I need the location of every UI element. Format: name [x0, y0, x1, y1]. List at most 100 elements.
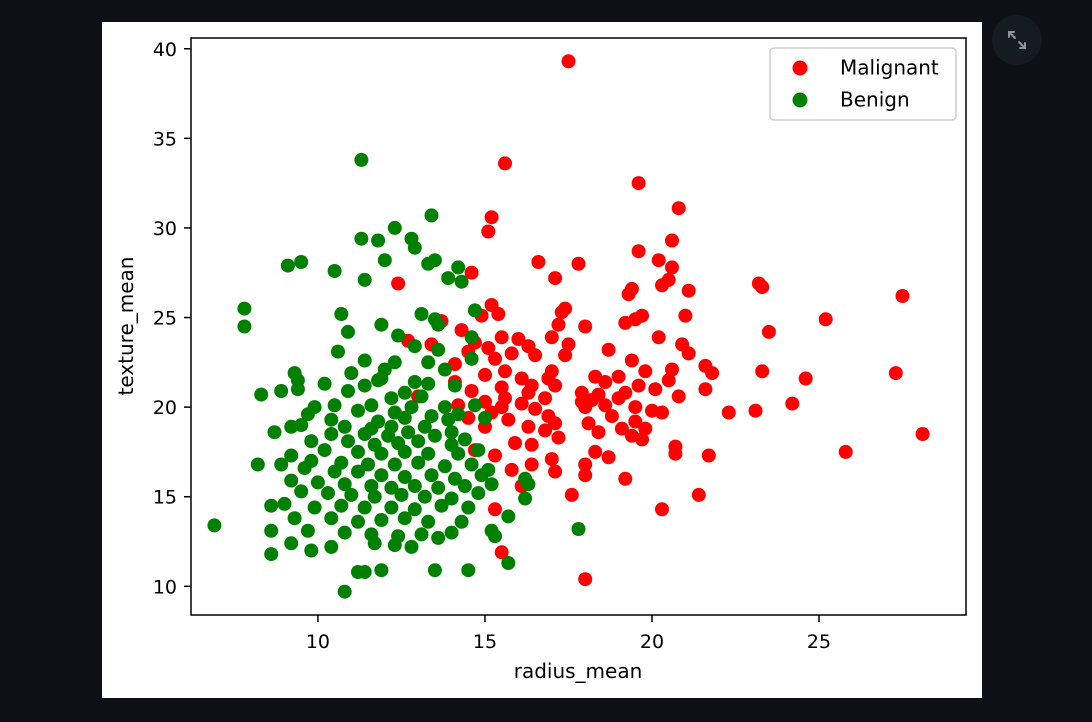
malignant-point-50: [601, 342, 616, 357]
benign-point-95: [397, 444, 412, 459]
benign-point-25: [341, 324, 355, 339]
y-tick-label-0: 10: [153, 576, 177, 598]
malignant-point-92: [785, 396, 800, 411]
malignant-point-65: [888, 366, 903, 381]
benign-point-122: [407, 479, 422, 493]
chart-figure: 10 15 20 25 10 15 20 25 30 35 40 radius_mean text…: [102, 22, 982, 698]
malignant-point-22: [621, 287, 636, 302]
malignant-point-82: [521, 385, 536, 400]
benign-point-75: [444, 425, 459, 440]
benign-point-53: [414, 389, 429, 404]
benign-point-11: [280, 258, 295, 273]
benign-point-150: [397, 511, 412, 526]
malignant-point-138: [548, 464, 563, 479]
benign-point-10: [294, 255, 309, 269]
benign-point-58: [437, 400, 452, 415]
malignant-point-128: [588, 444, 603, 459]
benign-point-19: [414, 307, 429, 321]
malignant-point-115: [614, 421, 629, 436]
y-tick-label-5: 35: [153, 128, 177, 150]
malignant-point-25: [491, 307, 506, 321]
x-axis-label: radius_mean: [514, 659, 643, 683]
y-tick-label-6: 40: [153, 39, 177, 61]
benign-point-133: [444, 491, 459, 506]
plot-area-frame: [190, 37, 967, 616]
malignant-point-75: [598, 375, 613, 389]
malignant-point-113: [628, 414, 643, 429]
benign-point-6: [407, 240, 422, 255]
benign-point-111: [374, 468, 389, 483]
benign-point-149: [374, 513, 389, 527]
malignant-point-72: [798, 371, 813, 386]
malignant-point-33: [551, 317, 566, 332]
benign-point-1: [424, 208, 439, 223]
malignant-point-13: [548, 271, 563, 286]
benign-point-104: [464, 457, 479, 472]
malignant-point-119: [538, 423, 553, 438]
benign-point-21: [467, 303, 482, 318]
malignant-point-55: [624, 353, 639, 368]
malignant-point-86: [671, 389, 686, 404]
benign-point-68: [397, 410, 412, 425]
malignant-point-60: [498, 364, 512, 379]
benign-point-31: [357, 353, 372, 368]
benign-point-147: [324, 511, 339, 526]
x-tick-label-3: 25: [807, 631, 831, 653]
benign-point-136: [264, 498, 279, 513]
benign-point-34: [464, 351, 479, 366]
malignant-point-114: [521, 419, 536, 434]
benign-point-117: [284, 473, 299, 488]
malignant-point-1: [498, 156, 512, 171]
legend-label-malignant: Malignant: [840, 56, 939, 80]
malignant-point-131: [488, 448, 502, 463]
malignant-point-117: [915, 427, 930, 441]
benign-point-23: [374, 317, 389, 332]
legend-label-benign: Benign: [840, 88, 910, 112]
benign-point-110: [351, 464, 365, 479]
benign-point-17: [237, 301, 252, 316]
malignant-point-146: [494, 545, 509, 560]
x-tick-label-1: 15: [473, 631, 497, 653]
benign-point-124: [457, 479, 472, 493]
benign-point-24: [431, 317, 446, 332]
benign-point-81: [401, 425, 416, 440]
malignant-point-45: [561, 337, 576, 352]
benign-point-79: [357, 427, 372, 441]
malignant-point-31: [678, 308, 693, 323]
benign-point-132: [417, 489, 432, 504]
benign-point-152: [454, 514, 469, 529]
malignant-point-5: [481, 224, 496, 239]
malignant-point-67: [514, 371, 529, 386]
malignant-point-62: [638, 364, 653, 379]
benign-point-0: [354, 152, 369, 167]
benign-point-77: [284, 419, 299, 434]
benign-point-119: [337, 477, 352, 492]
benign-point-13: [451, 260, 466, 275]
benign-point-4: [371, 233, 386, 248]
expand-button[interactable]: [992, 15, 1042, 65]
benign-point-160: [444, 525, 459, 540]
malignant-point-0: [561, 54, 576, 69]
benign-point-96: [421, 446, 436, 461]
x-axis-ticks: 10 15 20 25: [306, 615, 831, 653]
benign-point-128: [321, 486, 335, 501]
benign-point-52: [384, 391, 399, 406]
malignant-point-145: [655, 502, 669, 517]
points-layer: [207, 54, 930, 599]
benign-point-138: [307, 500, 322, 515]
benign-point-140: [357, 500, 372, 515]
benign-point-56: [364, 398, 379, 413]
benign-point-103: [437, 459, 452, 474]
malignant-point-122: [508, 436, 522, 450]
benign-point-177: [461, 563, 476, 578]
benign-point-162: [571, 522, 586, 536]
benign-point-2: [387, 220, 402, 235]
malignant-point-17: [391, 276, 406, 291]
benign-point-30: [331, 344, 345, 359]
benign-point-102: [411, 455, 426, 470]
benign-point-139: [334, 498, 349, 513]
benign-point-146: [287, 511, 302, 526]
benign-point-148: [351, 514, 365, 529]
y-tick-label-1: 15: [153, 487, 177, 509]
benign-point-36: [344, 366, 359, 381]
